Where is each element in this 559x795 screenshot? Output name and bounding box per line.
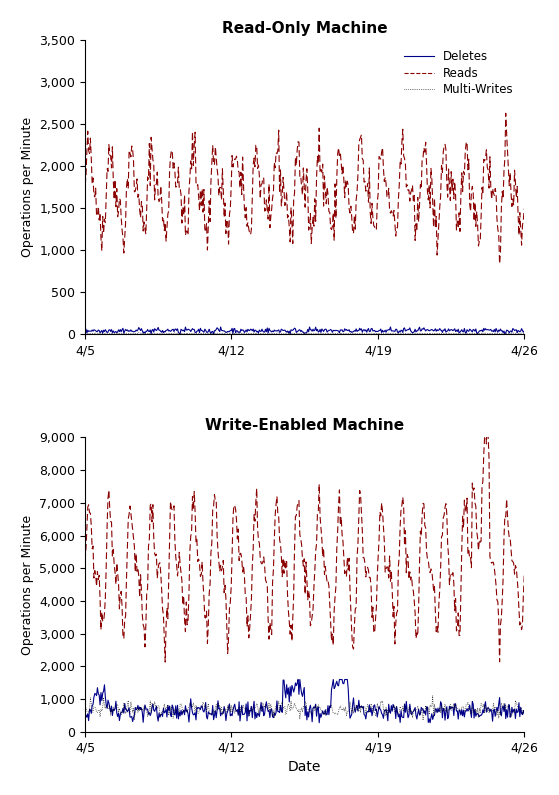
Reads — [512, 177, 519, 187]
Multi-Writes — [382, 329, 389, 339]
Multi-Writes — [344, 329, 350, 339]
Line: Multi-Writes: Multi-Writes — [85, 332, 524, 334]
Legend: Deletes, Reads, Multi-Writes: Deletes, Reads, Multi-Writes — [399, 45, 518, 101]
Multi-Writes — [521, 329, 528, 339]
Deletes — [443, 327, 450, 336]
Reads — [319, 159, 326, 169]
Multi-Writes — [443, 329, 450, 339]
Reads — [82, 180, 88, 190]
Reads — [343, 183, 350, 192]
Deletes — [291, 324, 298, 333]
Reads — [293, 161, 300, 170]
Deletes — [521, 326, 528, 335]
Deletes — [387, 322, 394, 332]
Line: Deletes: Deletes — [85, 327, 524, 334]
Multi-Writes — [294, 329, 301, 339]
Multi-Writes — [82, 328, 88, 338]
Deletes — [294, 327, 301, 336]
Multi-Writes — [320, 329, 327, 339]
Y-axis label: Operations per Minute: Operations per Minute — [21, 514, 34, 655]
Reads — [503, 108, 509, 118]
Reads — [442, 140, 448, 149]
Reads — [521, 204, 528, 214]
Deletes — [512, 325, 519, 335]
Deletes — [82, 326, 88, 335]
Multi-Writes — [291, 329, 298, 339]
Line: Reads: Reads — [85, 113, 524, 264]
Deletes — [344, 326, 350, 335]
Deletes — [210, 329, 217, 339]
Deletes — [320, 327, 327, 336]
Multi-Writes — [512, 328, 519, 338]
Title: Write-Enabled Machine: Write-Enabled Machine — [205, 418, 404, 433]
X-axis label: Date: Date — [288, 760, 321, 774]
Y-axis label: Operations per Minute: Operations per Minute — [21, 117, 34, 257]
Multi-Writes — [170, 328, 177, 337]
Reads — [290, 195, 297, 204]
Title: Read-Only Machine: Read-Only Machine — [222, 21, 387, 36]
Reads — [496, 259, 503, 269]
